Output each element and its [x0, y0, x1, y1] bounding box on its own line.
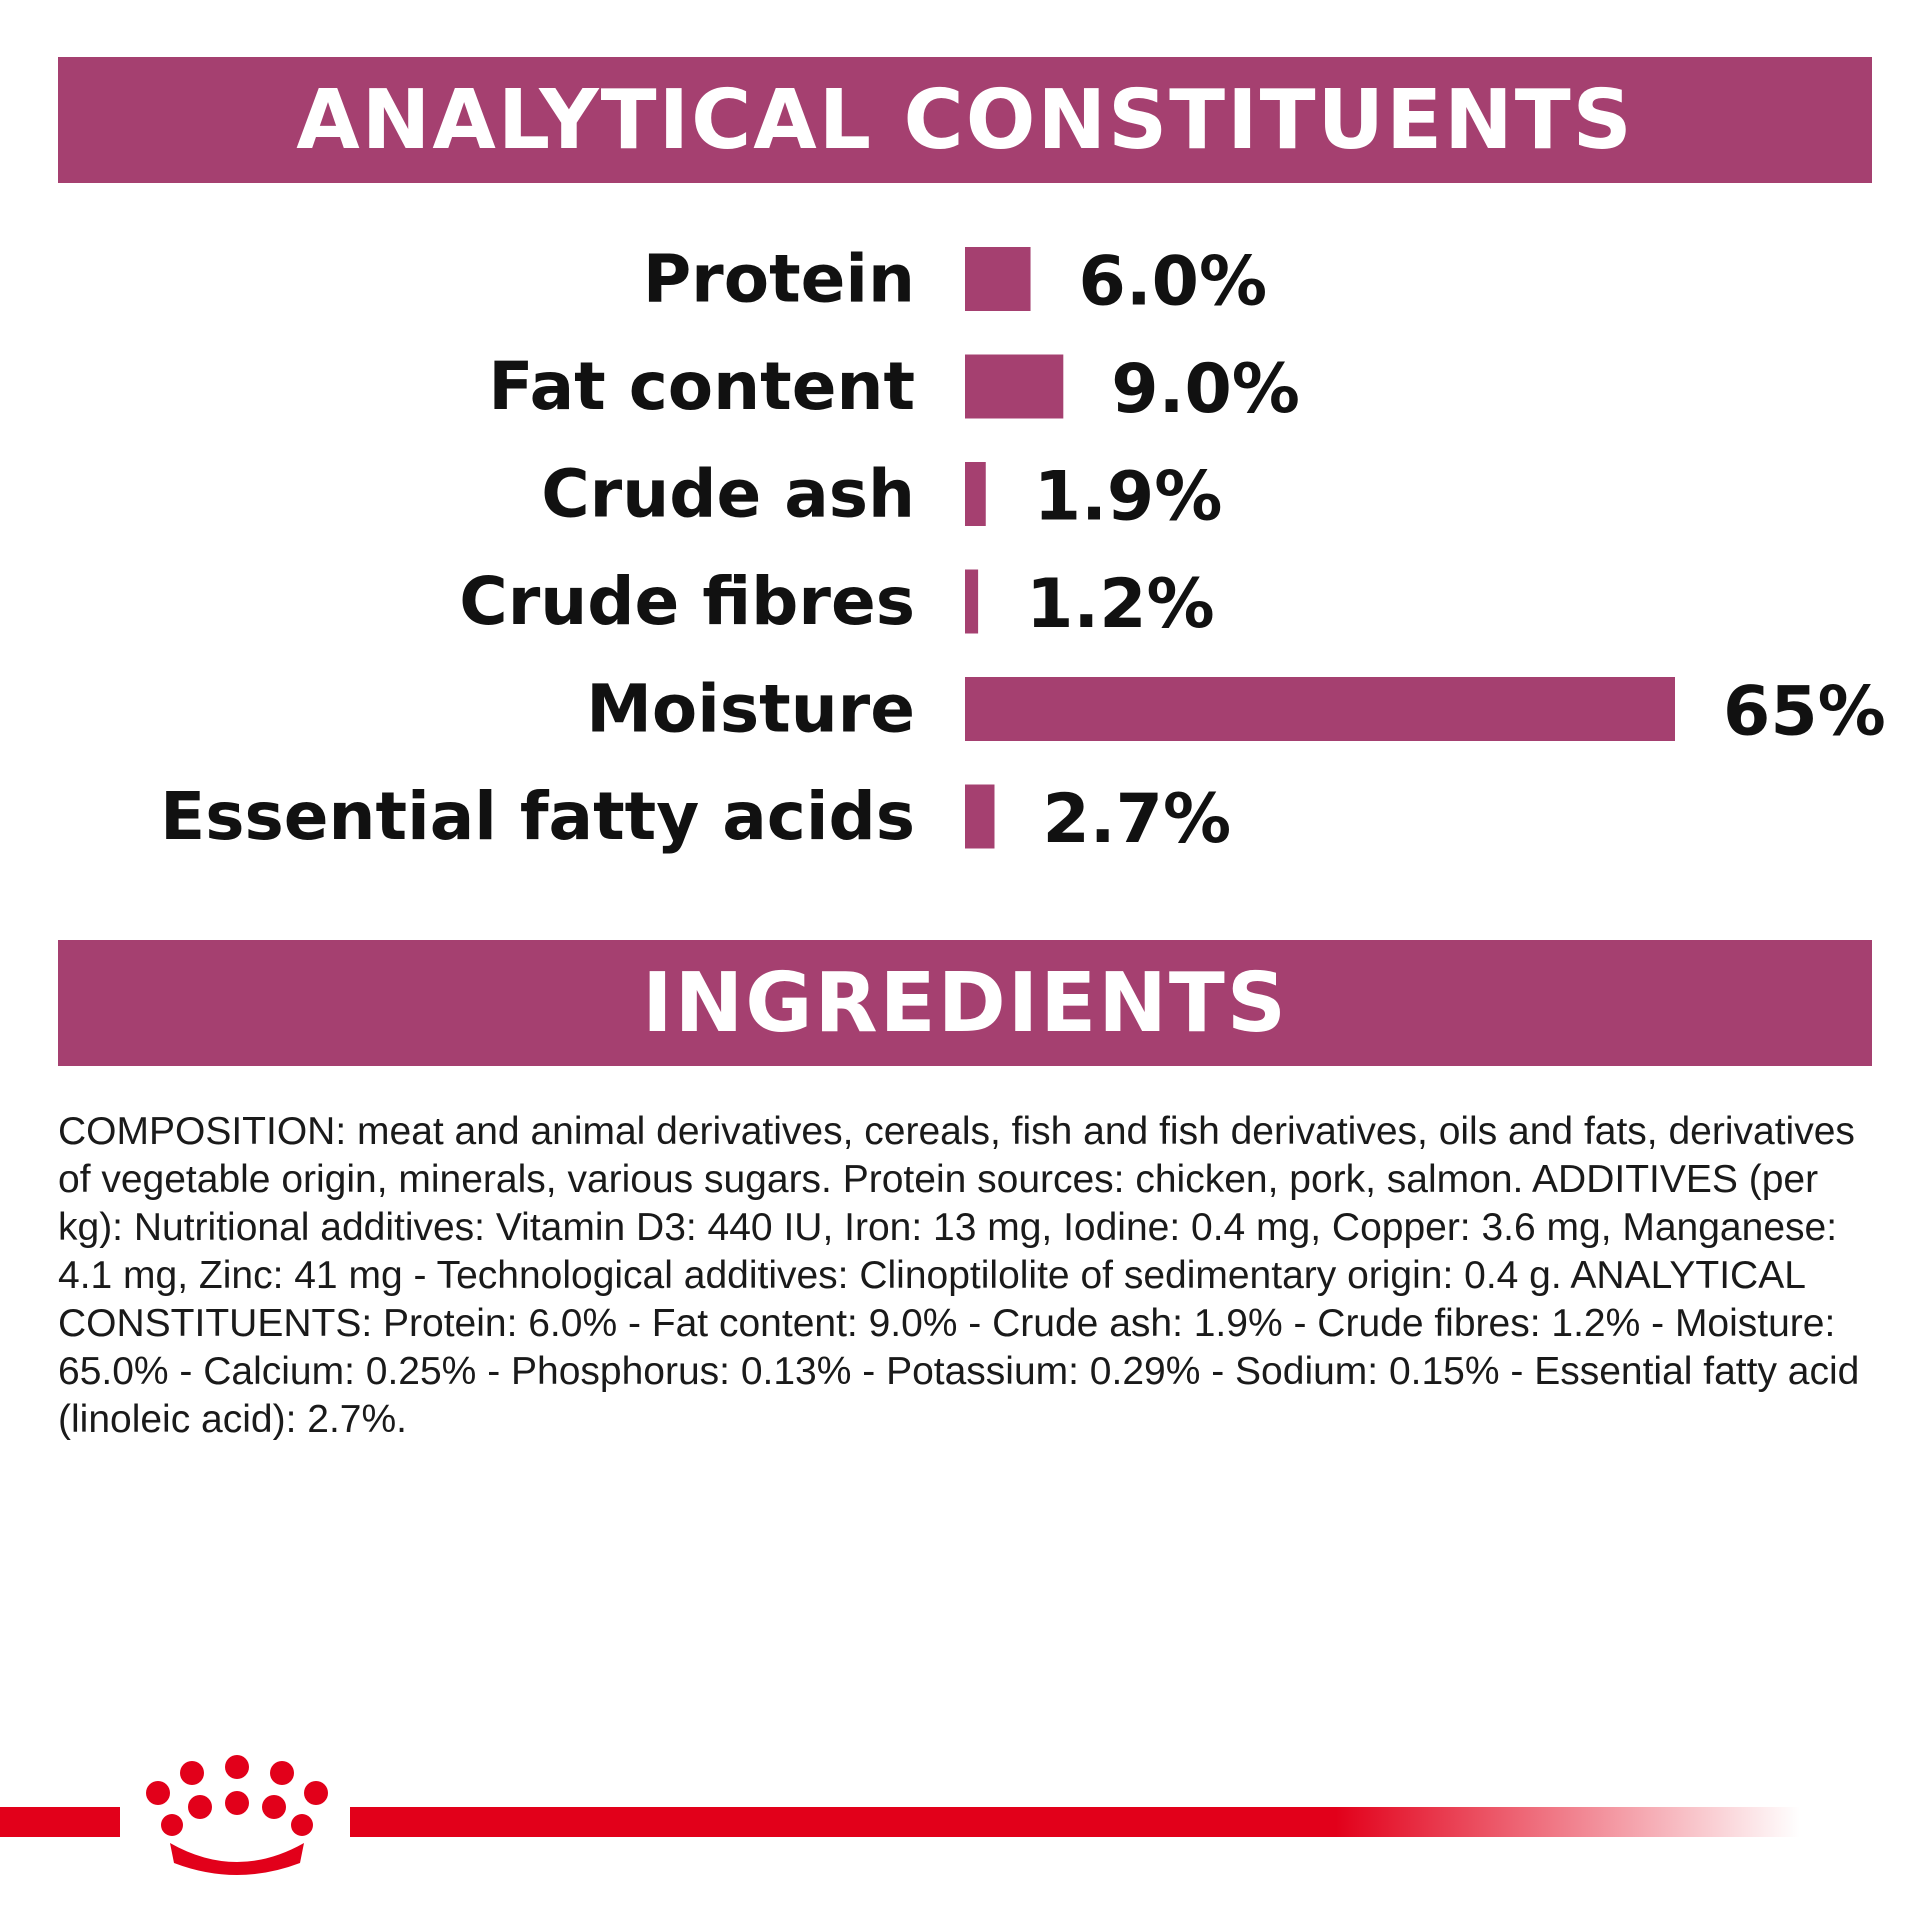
- analytical-constituents-chart: Protein 6.0% Fat content 9.0% Crude ash 1.9% C…: [160, 241, 1886, 860]
- category-label: Crude ash: [541, 456, 915, 533]
- value-label: 9.0%: [1111, 350, 1300, 429]
- bar: [965, 677, 1675, 741]
- category-label: Crude fibres: [459, 563, 915, 640]
- footer-line-right: [350, 1807, 1800, 1837]
- bar: [965, 354, 1064, 419]
- analytical-constituents-title: ANALYTICAL CONSTITUENTS: [296, 72, 1634, 168]
- category-label: Protein: [643, 241, 915, 318]
- composition-text: COMPOSITION: meat and animal derivatives…: [58, 1110, 1860, 1441]
- category-label: Moisture: [586, 671, 915, 748]
- ingredients-title: INGREDIENTS: [642, 955, 1288, 1051]
- value-label: 65%: [1723, 673, 1886, 752]
- value-label: 2.7%: [1042, 780, 1231, 859]
- footer-brand-bar: [0, 1755, 1800, 1875]
- category-label: Fat content: [488, 348, 915, 425]
- crown-icon: [146, 1755, 328, 1875]
- bar: [965, 247, 1031, 311]
- footer-line-left: [0, 1807, 120, 1837]
- value-label: 1.2%: [1026, 565, 1215, 644]
- bar: [965, 784, 995, 849]
- ingredients-banner: INGREDIENTS: [58, 940, 1872, 1066]
- bar: [965, 462, 986, 526]
- value-label: 1.9%: [1034, 458, 1223, 537]
- value-label: 6.0%: [1079, 243, 1268, 322]
- analytical-constituents-banner: ANALYTICAL CONSTITUENTS: [58, 57, 1872, 183]
- category-label: Essential fatty acids: [160, 778, 915, 855]
- bar: [965, 569, 979, 634]
